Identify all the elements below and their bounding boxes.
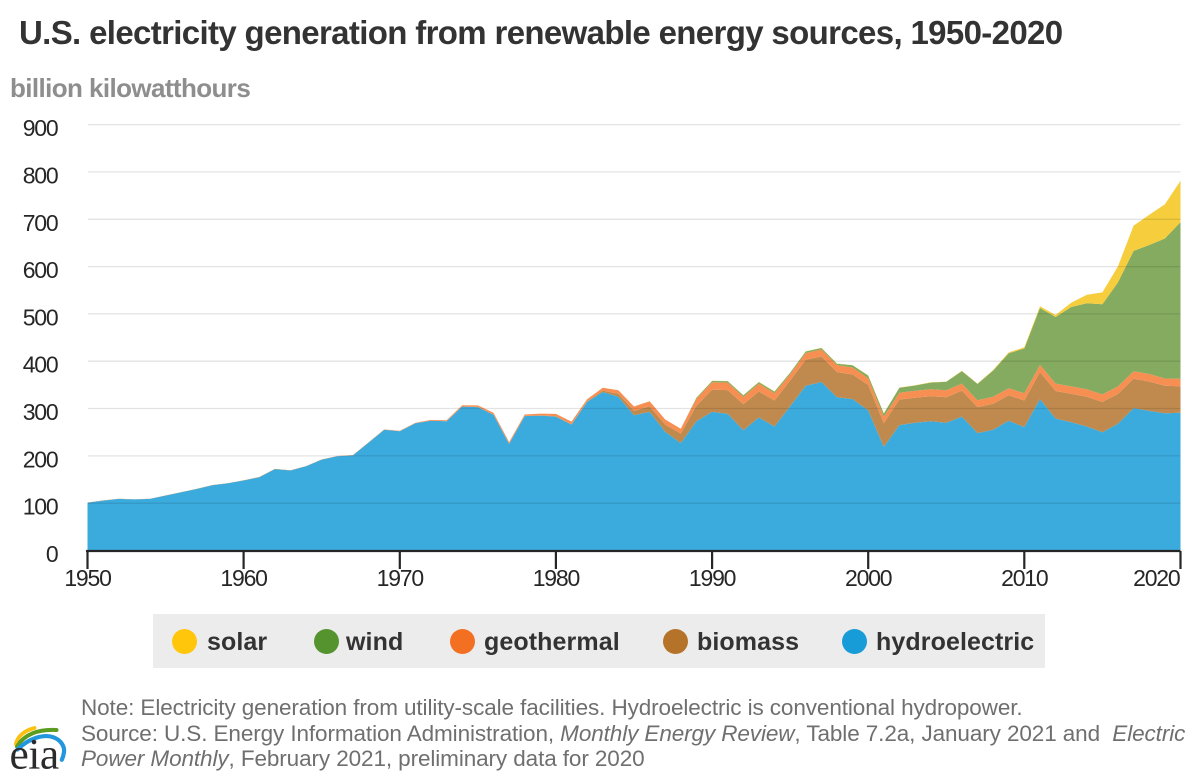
svg-text:1960: 1960: [220, 565, 267, 591]
svg-text:100: 100: [23, 494, 58, 520]
svg-text:1980: 1980: [533, 565, 580, 591]
svg-text:500: 500: [23, 304, 58, 330]
svg-text:1990: 1990: [689, 565, 736, 591]
svg-text:700: 700: [23, 210, 58, 236]
svg-text:900: 900: [23, 115, 58, 141]
svg-text:800: 800: [23, 162, 58, 188]
svg-text:300: 300: [23, 399, 58, 425]
svg-text:2020: 2020: [1133, 565, 1180, 591]
svg-text:eia: eia: [10, 731, 59, 779]
svg-text:400: 400: [23, 352, 58, 378]
svg-text:200: 200: [23, 446, 58, 472]
svg-text:600: 600: [23, 257, 58, 283]
svg-text:0: 0: [46, 541, 58, 567]
svg-text:1950: 1950: [64, 565, 111, 591]
svg-text:2010: 2010: [1001, 565, 1048, 591]
svg-text:2000: 2000: [845, 565, 892, 591]
svg-text:1970: 1970: [377, 565, 424, 591]
